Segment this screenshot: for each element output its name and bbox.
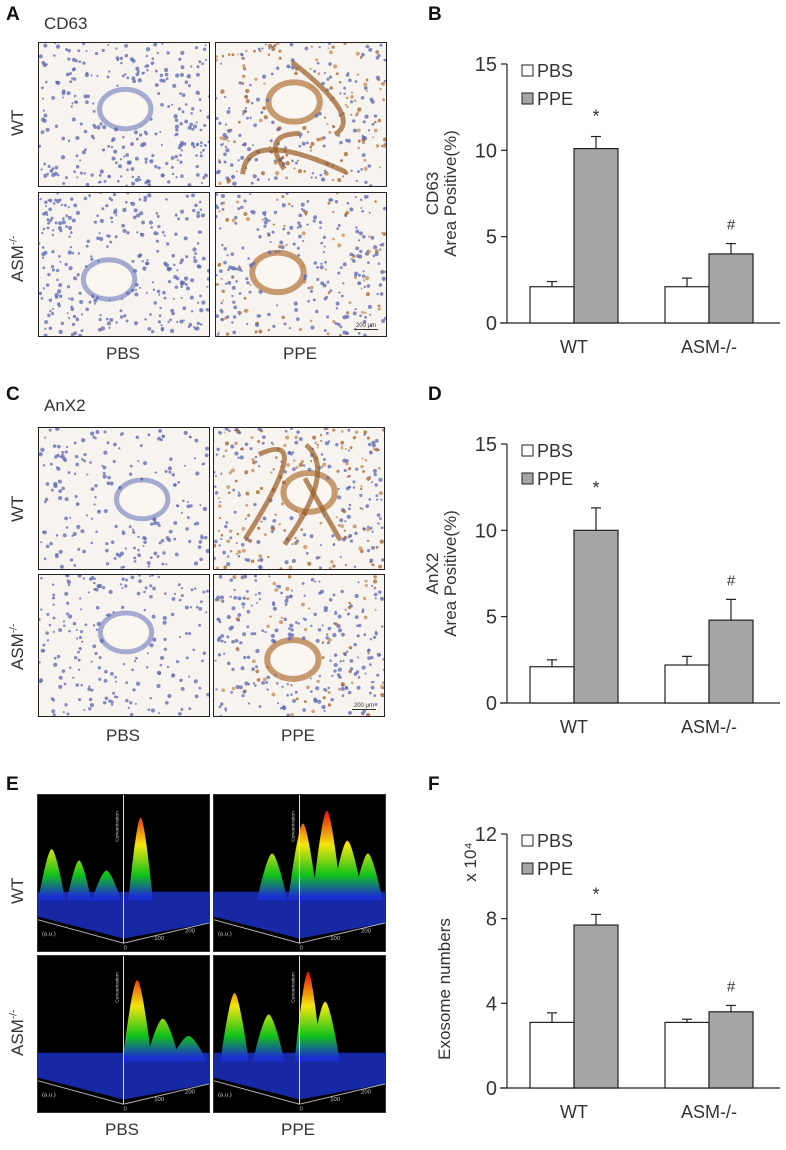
svg-text:0: 0 bbox=[124, 1106, 128, 1112]
svg-text:0: 0 bbox=[486, 693, 497, 715]
svg-text:0: 0 bbox=[486, 1078, 497, 1100]
svg-text:(a.u.): (a.u.) bbox=[218, 1092, 232, 1098]
svg-text:0: 0 bbox=[300, 1106, 304, 1112]
svg-text:200: 200 bbox=[361, 1089, 372, 1095]
micrograph-anx2-wt-ppe bbox=[213, 427, 385, 570]
svg-text:200: 200 bbox=[185, 928, 196, 934]
svg-text:AnX2: AnX2 bbox=[423, 553, 442, 595]
svg-text:0: 0 bbox=[300, 945, 304, 951]
svg-text:PBS: PBS bbox=[537, 61, 573, 81]
svg-text:Exosome numbers: Exosome numbers bbox=[435, 918, 454, 1060]
svg-text:#: # bbox=[727, 572, 736, 589]
svg-text:Concentration: Concentration bbox=[290, 811, 296, 842]
svg-text:Area Positive(%): Area Positive(%) bbox=[441, 510, 460, 637]
panel-c-title: AnX2 bbox=[44, 396, 86, 415]
svg-text:x 10⁴: x 10⁴ bbox=[461, 842, 480, 881]
svg-text:*: * bbox=[592, 107, 599, 127]
panel-letter-d: D bbox=[428, 384, 442, 405]
svg-text:(a.u.): (a.u.) bbox=[42, 1092, 56, 1098]
scale-bar: 200 μm bbox=[351, 703, 376, 710]
row-label-asm: ASM-/- bbox=[8, 235, 27, 282]
col-label-pbs: PBS bbox=[105, 726, 141, 745]
svg-text:PPE: PPE bbox=[537, 859, 573, 879]
svg-text:ASM-/-: ASM-/- bbox=[681, 717, 737, 737]
svg-text:4: 4 bbox=[486, 993, 497, 1015]
svg-text:0: 0 bbox=[124, 945, 128, 951]
row-label-wt: WT bbox=[8, 877, 27, 904]
svg-text:(a.u.): (a.u.) bbox=[42, 931, 56, 937]
svg-text:PPE: PPE bbox=[537, 89, 573, 109]
svg-text:100: 100 bbox=[330, 936, 341, 942]
micrograph-cd63-wt-ppe bbox=[215, 42, 387, 187]
micrograph-anx2-wt-pbs bbox=[38, 427, 210, 570]
svg-text:*: * bbox=[592, 884, 599, 904]
svg-text:Concentration: Concentration bbox=[114, 972, 120, 1003]
svg-text:Concentration: Concentration bbox=[290, 972, 296, 1003]
svg-text:(a.u.): (a.u.) bbox=[218, 931, 232, 937]
micrograph-cd63-asm-ppe: 200 μm bbox=[215, 192, 387, 337]
svg-text:5: 5 bbox=[486, 227, 497, 249]
svg-text:*: * bbox=[592, 478, 599, 498]
col-label-ppe: PPE bbox=[280, 1120, 316, 1139]
panel-a-title: CD63 bbox=[44, 14, 88, 33]
bar-chart-anx2: 0 5 10 15 AnX2 Area Positive(%) * WT # ASM-/- PBS P… bbox=[420, 380, 786, 760]
svg-text:0: 0 bbox=[486, 313, 497, 335]
surface-plot-wt-ppe: (a.u.) 0 100 200 Concentration bbox=[213, 794, 386, 952]
svg-text:10: 10 bbox=[475, 140, 497, 162]
svg-text:Concentration: Concentration bbox=[114, 811, 120, 842]
svg-text:15: 15 bbox=[475, 54, 497, 76]
panel-letter-c: C bbox=[6, 384, 20, 405]
svg-text:WT: WT bbox=[560, 717, 588, 737]
col-label-pbs: PBS bbox=[104, 1120, 140, 1139]
micrograph-anx2-asm-ppe: 200 μm bbox=[213, 574, 385, 717]
svg-text:CD63: CD63 bbox=[423, 172, 442, 215]
panel-letter-f: F bbox=[428, 774, 440, 795]
micrograph-cd63-asm-pbs bbox=[38, 192, 210, 337]
svg-text:#: # bbox=[727, 978, 736, 995]
svg-text:200: 200 bbox=[185, 1089, 196, 1095]
svg-text:8: 8 bbox=[486, 909, 497, 931]
svg-text:100: 100 bbox=[330, 1097, 341, 1103]
col-label-ppe: PPE bbox=[282, 344, 318, 363]
row-label-wt: WT bbox=[8, 495, 27, 522]
svg-text:ASM-/-: ASM-/- bbox=[681, 1102, 737, 1122]
svg-text:Area Positive(%): Area Positive(%) bbox=[441, 130, 460, 257]
svg-text:ASM-/-: ASM-/- bbox=[681, 337, 737, 357]
panel-letter-b: B bbox=[428, 4, 442, 25]
bar-chart-exosome: 0 4 8 12 Exosome numbers x 10⁴ * WT # ASM-/- PBS PP… bbox=[420, 770, 786, 1145]
panel-letter-a: A bbox=[6, 4, 20, 25]
scale-bar: 200 μm bbox=[353, 323, 378, 330]
row-label-asm: ASM-/- bbox=[8, 623, 27, 670]
svg-text:100: 100 bbox=[154, 936, 165, 942]
svg-text:200: 200 bbox=[361, 928, 372, 934]
row-label-asm: ASM-/- bbox=[8, 1009, 27, 1056]
col-label-ppe: PPE bbox=[280, 726, 316, 745]
col-label-pbs: PBS bbox=[105, 344, 141, 363]
svg-text:100: 100 bbox=[154, 1097, 165, 1103]
svg-text:5: 5 bbox=[486, 607, 497, 629]
svg-text:10: 10 bbox=[475, 520, 497, 542]
micrograph-anx2-asm-pbs bbox=[38, 574, 210, 717]
svg-text:15: 15 bbox=[475, 434, 497, 456]
svg-text:WT: WT bbox=[560, 337, 588, 357]
svg-text:PBS: PBS bbox=[537, 831, 573, 851]
micrograph-cd63-wt-pbs bbox=[38, 42, 210, 187]
svg-text:PPE: PPE bbox=[537, 469, 573, 489]
svg-text:#: # bbox=[727, 217, 736, 234]
row-label-wt: WT bbox=[8, 109, 27, 136]
panel-letter-e: E bbox=[6, 774, 19, 795]
surface-plot-wt-pbs: (a.u.) 0 100 200 Concentration bbox=[37, 794, 210, 952]
surface-plot-asm-pbs: (a.u.) 0 100 200 Concentration bbox=[37, 955, 210, 1113]
surface-plot-asm-ppe: (a.u.) 0 100 200 Concentration bbox=[213, 955, 386, 1113]
bar-chart-cd63: 0 5 10 15 CD63 Area Positive(%) * WT # ASM-/- PBS P… bbox=[420, 0, 786, 380]
svg-text:WT: WT bbox=[560, 1102, 588, 1122]
svg-text:12: 12 bbox=[475, 824, 497, 846]
svg-text:PBS: PBS bbox=[537, 441, 573, 461]
